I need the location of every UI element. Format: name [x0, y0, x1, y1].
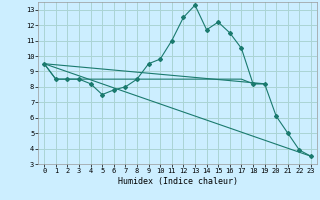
- X-axis label: Humidex (Indice chaleur): Humidex (Indice chaleur): [118, 177, 238, 186]
